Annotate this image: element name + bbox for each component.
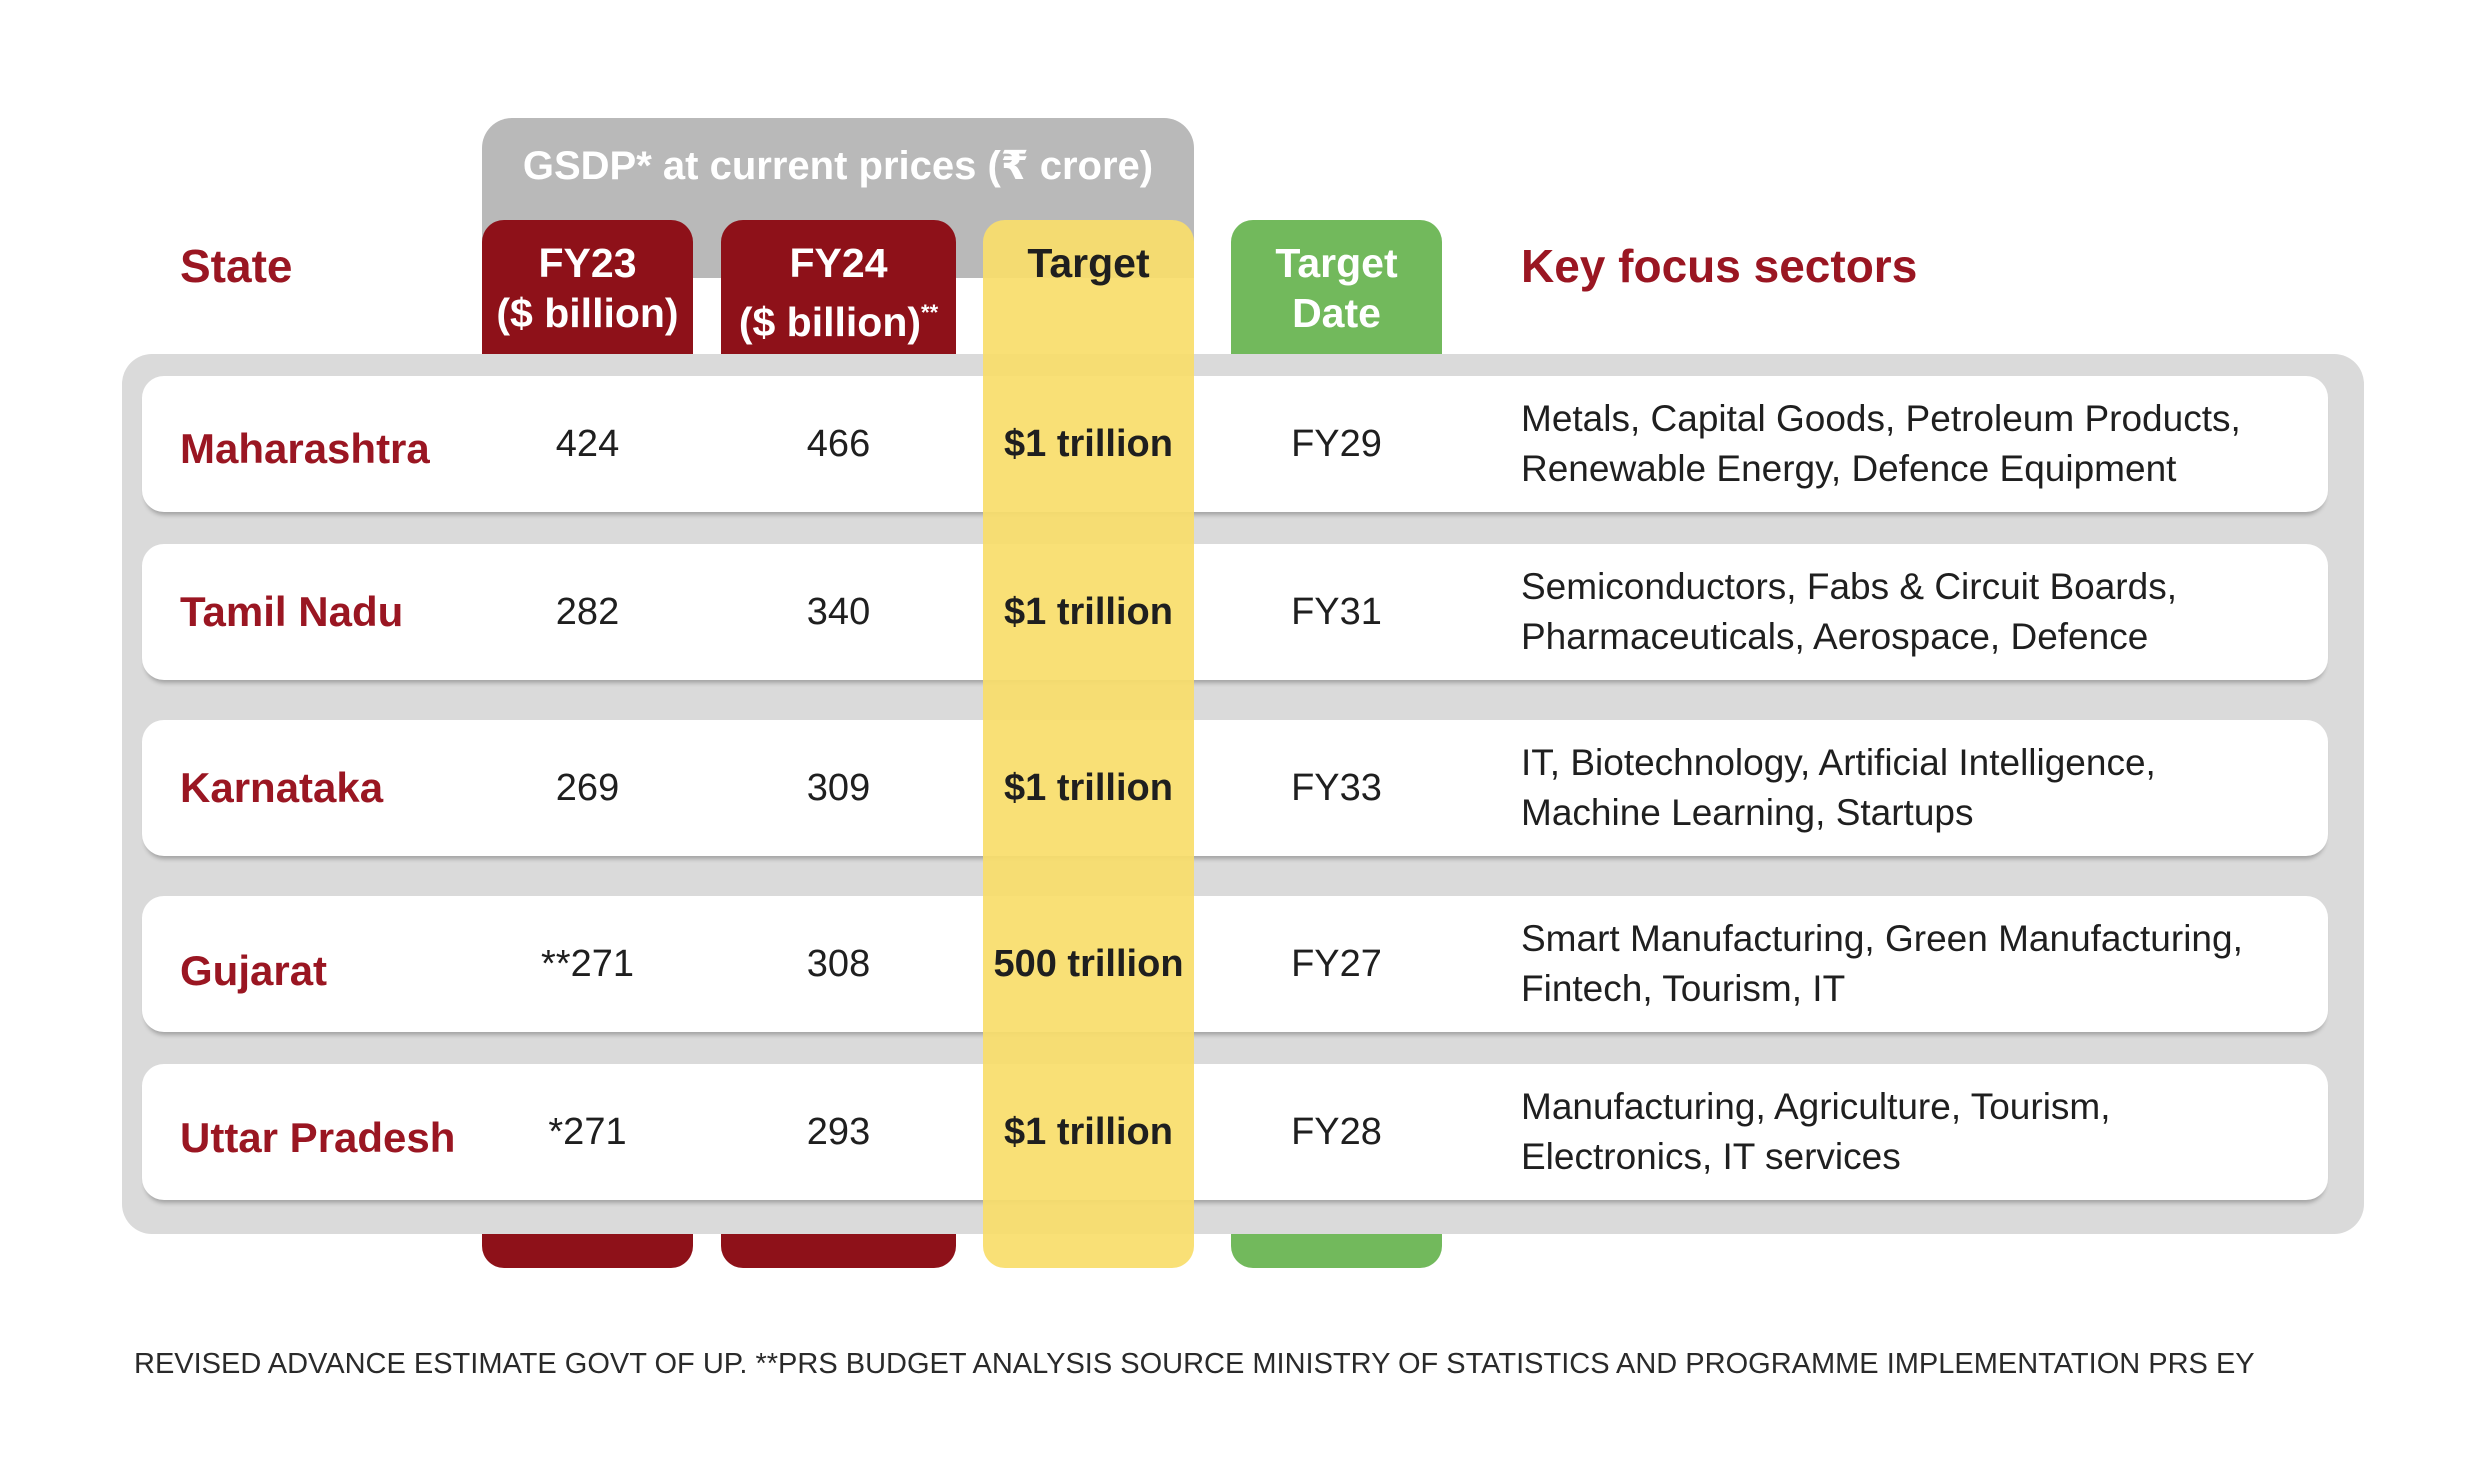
row-target-date: FY31 xyxy=(1291,590,1382,633)
header-target-date-line1: Target xyxy=(1275,240,1398,286)
row-target: 500 trillion xyxy=(993,942,1184,985)
table-row xyxy=(142,376,2328,512)
row-fy23: 424 xyxy=(555,422,620,465)
row-sectors-line2: Electronics, IT services xyxy=(1521,1136,1901,1177)
row-sectors: Semiconductors, Fabs & Circuit Boards, Ph… xyxy=(1521,544,2321,680)
row-state: Maharashtra xyxy=(180,425,430,472)
row-sectors-line1: Manufacturing, Agriculture, Tourism, xyxy=(1521,1086,2111,1127)
row-target-date: FY33 xyxy=(1291,766,1382,809)
header-target-date: Target Date xyxy=(1231,238,1442,338)
row-fy23: *271 xyxy=(548,1110,627,1153)
row-target: $1 trillion xyxy=(1004,422,1173,465)
row-sectors-line1: Semiconductors, Fabs & Circuit Boards, xyxy=(1521,566,2177,607)
header-fy24-sup: ** xyxy=(921,300,939,325)
table-row xyxy=(142,720,2328,856)
row-sectors-line2: Machine Learning, Startups xyxy=(1521,792,1974,833)
row-sectors: Manufacturing, Agriculture, Tourism, Elec… xyxy=(1521,1064,2321,1200)
row-fy23: **271 xyxy=(541,942,634,985)
header-fy24: FY24 ($ billion)** xyxy=(721,238,956,347)
table-row xyxy=(142,1064,2328,1200)
header-state: State xyxy=(180,240,293,292)
target-column-bar xyxy=(983,220,1194,1268)
header-fy23-line2: ($ billion) xyxy=(496,290,679,336)
row-sectors-line1: Metals, Capital Goods, Petroleum Product… xyxy=(1521,398,2241,439)
row-sectors: Metals, Capital Goods, Petroleum Product… xyxy=(1521,376,2321,512)
row-state: Tamil Nadu xyxy=(180,588,404,635)
table-row xyxy=(142,544,2328,680)
row-sectors-line1: IT, Biotechnology, Artificial Intelligen… xyxy=(1521,742,2156,783)
row-target: $1 trillion xyxy=(1004,766,1173,809)
row-fy24: 293 xyxy=(806,1110,871,1153)
row-target-date: FY27 xyxy=(1291,942,1382,985)
footnote: REVISED ADVANCE ESTIMATE GOVT OF UP. **P… xyxy=(134,1348,2255,1380)
gsdp-group-title: GSDP* at current prices (₹ crore) xyxy=(522,144,1154,188)
row-target-date: FY29 xyxy=(1291,422,1382,465)
header-fy24-line2: ($ billion) xyxy=(738,299,922,345)
row-sectors-line2: Pharmaceuticals, Aerospace, Defence xyxy=(1521,616,2149,657)
row-fy24: 340 xyxy=(806,590,871,633)
row-state: Karnataka xyxy=(180,764,384,811)
header-fy24-line2-wrap: ($ billion)** xyxy=(721,288,956,347)
row-sectors: IT, Biotechnology, Artificial Intelligen… xyxy=(1521,720,2321,856)
row-fy23: 282 xyxy=(555,590,620,633)
row-fy24: 308 xyxy=(806,942,871,985)
row-state: Gujarat xyxy=(180,947,328,994)
row-target: $1 trillion xyxy=(1004,590,1173,633)
row-sectors-line1: Smart Manufacturing, Green Manufacturing… xyxy=(1521,918,2243,959)
header-sectors: Key focus sectors xyxy=(1521,240,1918,292)
row-fy23: 269 xyxy=(555,766,620,809)
row-target-date: FY28 xyxy=(1291,1110,1382,1153)
table-row xyxy=(142,896,2328,1032)
row-state: Uttar Pradesh xyxy=(180,1114,456,1161)
header-target: Target xyxy=(1027,240,1150,286)
row-target: $1 trillion xyxy=(1004,1110,1173,1153)
row-sectors-line2: Fintech, Tourism, IT xyxy=(1521,968,1846,1009)
header-target-date-line2: Date xyxy=(1292,290,1381,336)
row-sectors-line2: Renewable Energy, Defence Equipment xyxy=(1521,448,2177,489)
row-sectors: Smart Manufacturing, Green Manufacturing… xyxy=(1521,896,2321,1032)
header-fy24-line1: FY24 xyxy=(789,240,888,286)
header-fy23: FY23 ($ billion) xyxy=(482,238,693,338)
header-fy23-line1: FY23 xyxy=(538,240,637,286)
row-fy24: 309 xyxy=(806,766,871,809)
row-fy24: 466 xyxy=(806,422,871,465)
